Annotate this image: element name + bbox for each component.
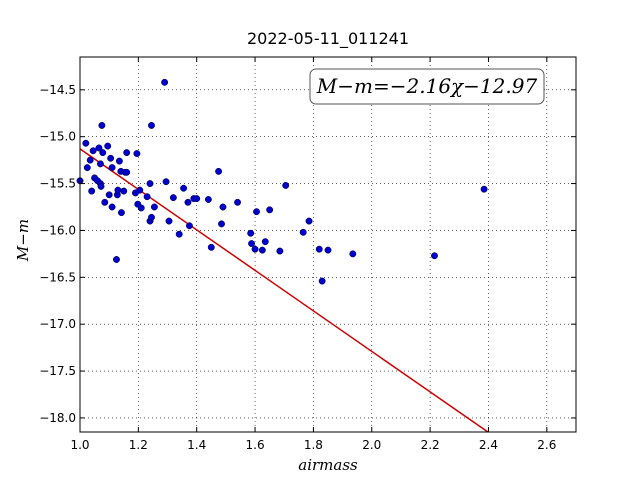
data-point [161,78,169,86]
data-point [251,245,259,253]
data-point [175,230,183,238]
y-tick-label: −15.0 [39,130,76,144]
data-point [184,198,192,206]
data-point [162,178,170,186]
data-point [143,193,151,201]
x-tick-label: 1.4 [187,438,206,452]
x-tick-label: 2.6 [537,438,556,452]
x-tick-label: 1.0 [70,438,89,452]
data-point [101,198,109,206]
x-tick-label: 1.2 [129,438,148,452]
data-point [165,217,173,225]
data-point [95,144,103,152]
data-point [148,121,155,129]
data-points [76,78,488,285]
data-point [88,187,96,195]
data-point [137,204,145,212]
data-point [299,228,307,236]
x-tick-label: 2.2 [421,438,440,452]
data-point [86,156,94,164]
x-tick-label: 2.0 [362,438,381,452]
data-point [349,250,357,258]
data-point [324,246,332,254]
data-point [146,180,154,188]
y-tick-label: −17.0 [39,317,76,331]
data-point [480,185,488,193]
data-point [318,277,326,285]
y-tick-label: −16.5 [39,270,76,284]
data-point [282,181,290,189]
data-point [104,142,112,150]
data-point [108,164,116,172]
x-tick-label: 1.8 [304,438,323,452]
data-point [136,186,144,194]
fit-equation: M−m=−2.16χ−12.97 [316,74,538,98]
data-point [114,186,122,194]
data-point [169,194,177,202]
data-point [193,195,201,203]
x-tick-label: 2.4 [479,438,498,452]
data-point [97,182,105,190]
plot-frame [79,56,577,433]
data-point [204,196,212,203]
fit-equation-box: M−m=−2.16χ−12.97 [309,68,545,105]
data-point [180,184,188,192]
data-point [247,229,255,237]
data-point [150,203,158,211]
data-point [185,222,193,230]
data-point [117,209,125,217]
data-point [258,246,266,254]
data-point [133,150,141,158]
data-point [123,149,131,157]
x-tick-label: 1.6 [246,438,265,452]
data-point [82,139,90,147]
data-point [113,256,120,263]
data-point [98,121,106,129]
data-point [215,167,223,175]
y-axis-label: M−m [14,219,32,262]
data-point [253,208,260,216]
data-point [83,164,91,172]
axis-ticks: 1.0 1.2 1.4 1.6 1.8 2.0 2.2 2.4 2.6 −14.5 −15.0 −15… [39,57,576,452]
data-point [266,206,274,214]
data-point [218,220,225,228]
y-tick-label: −18.0 [39,411,76,425]
data-point [123,168,131,176]
data-point [207,243,215,251]
data-point [108,203,116,211]
data-point [219,203,227,211]
data-point [248,240,256,248]
data-point [96,160,104,168]
data-point [261,238,269,246]
grid-lines [79,57,576,432]
data-point [148,213,155,221]
data-point [107,154,115,162]
data-point [234,198,242,206]
data-point [99,149,107,157]
data-point [315,245,323,253]
data-point [276,247,284,255]
data-point [431,252,438,260]
data-point [105,191,113,199]
y-tick-label: −17.5 [39,364,76,378]
data-point [120,187,128,195]
y-tick-label: −16.0 [39,223,76,237]
y-tick-label: −15.5 [39,177,76,191]
y-tick-label: −14.5 [39,83,76,97]
data-point [89,147,97,155]
data-point [115,157,123,165]
chart-title: 2022-05-11_011241 [247,29,409,49]
x-axis-label: airmass [298,456,358,474]
data-point [305,217,313,225]
